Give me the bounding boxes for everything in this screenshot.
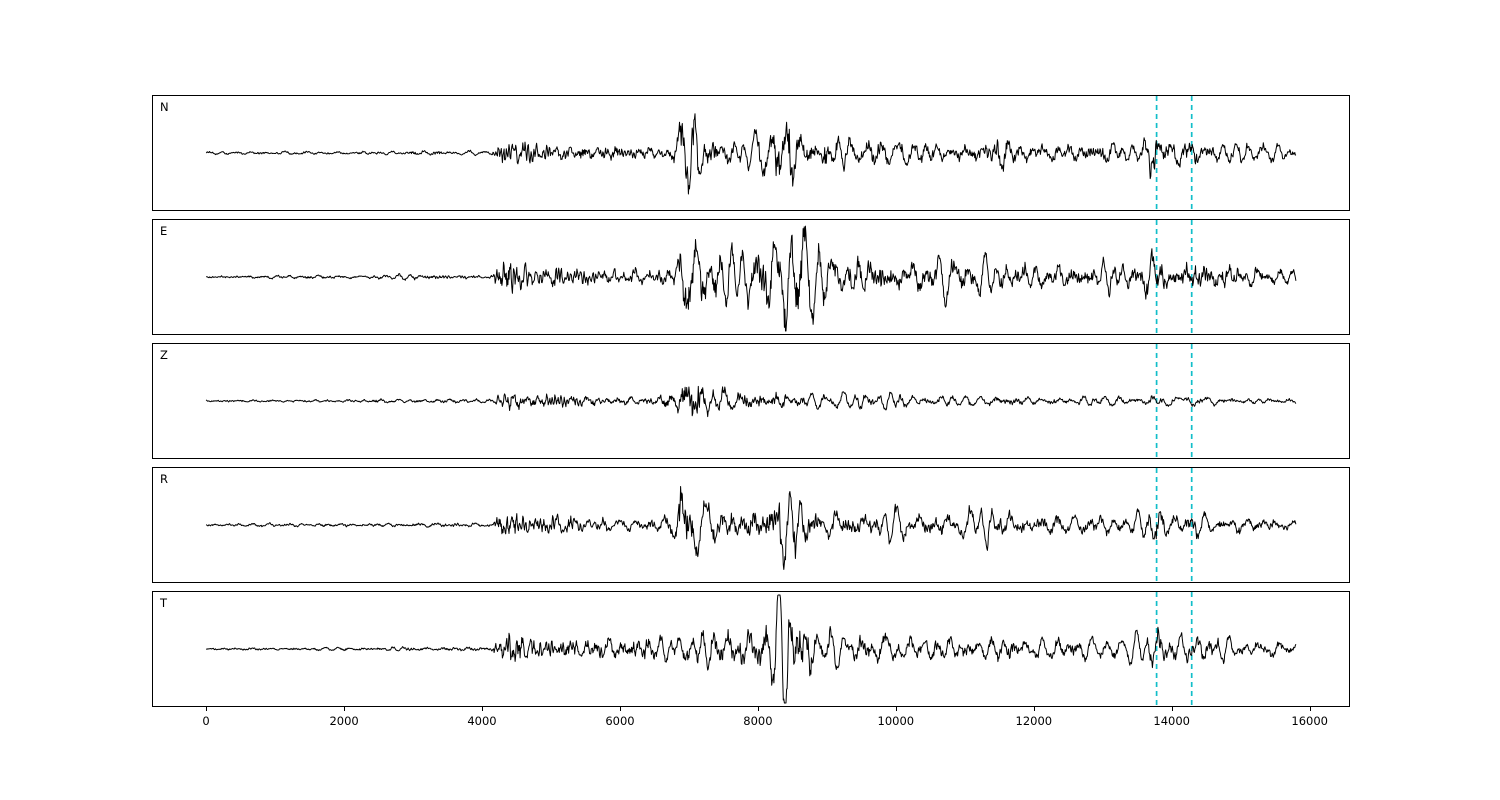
x-tick-label: 8000 — [743, 714, 773, 728]
x-tick-mark — [344, 707, 346, 711]
waveform-trace-Z — [205, 385, 1297, 418]
channel-label: T — [159, 596, 168, 610]
x-tick-mark — [1309, 707, 1311, 711]
x-tick-mark — [895, 707, 897, 711]
subplot-E: E — [152, 219, 1350, 335]
x-tick-label: 14000 — [1153, 714, 1190, 728]
channel-label: N — [160, 100, 169, 114]
x-tick-mark — [482, 707, 483, 711]
x-tick-label: 10000 — [877, 714, 915, 728]
x-tick-mark — [206, 707, 208, 711]
subplot-Z: Z — [152, 343, 1350, 459]
x-tick-label: 0 — [202, 714, 210, 728]
x-tick-mark — [1033, 707, 1035, 711]
x-tick-label: 4000 — [467, 714, 497, 728]
x-tick-label: 2000 — [329, 714, 359, 728]
subplot-N: N — [152, 95, 1350, 211]
x-tick-mark — [757, 707, 759, 711]
channel-label: Z — [160, 348, 168, 362]
waveform-trace-E — [206, 225, 1297, 332]
waveform-trace-R — [205, 486, 1297, 570]
channel-label: R — [160, 472, 168, 486]
x-tick-mark — [620, 707, 621, 711]
waveform-trace-T — [206, 594, 1297, 704]
channel-label: E — [160, 224, 167, 238]
subplot-T: T — [152, 591, 1350, 707]
x-tick-mark — [1171, 707, 1173, 711]
x-tick-label: 16000 — [1291, 714, 1328, 728]
waveform-trace-N — [205, 113, 1297, 195]
subplot-R: R — [152, 467, 1350, 583]
x-tick-label: 12000 — [1015, 714, 1053, 728]
x-tick-label: 6000 — [605, 714, 635, 728]
